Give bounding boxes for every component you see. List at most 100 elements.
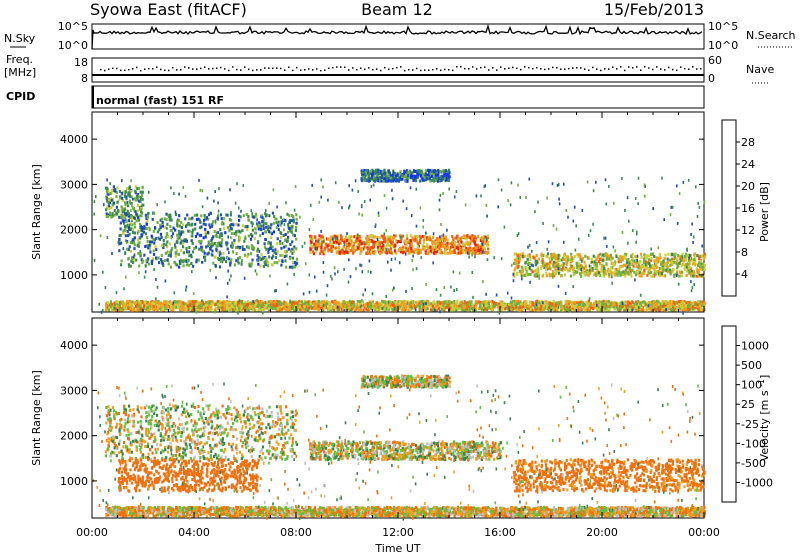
power-cell [427, 303, 430, 307]
power-cell [565, 260, 568, 264]
power-cell [129, 190, 132, 194]
nave-point [496, 69, 498, 71]
power-cell [600, 269, 603, 273]
power-cell [393, 249, 397, 253]
power-cell [249, 237, 253, 241]
power-cell [625, 261, 628, 265]
power-cell [540, 265, 543, 268]
power-cell [435, 248, 438, 252]
power-cell [405, 234, 409, 238]
power-cell [443, 177, 446, 180]
power-cell [364, 179, 367, 183]
nave-point [700, 68, 702, 70]
power-cell [467, 305, 470, 309]
power-cell [247, 218, 250, 222]
power-cell [402, 245, 405, 249]
power-cell [204, 308, 207, 312]
power-cell [701, 254, 704, 258]
nave-point [368, 67, 370, 69]
power-cell [379, 235, 382, 239]
nave-point [608, 68, 610, 70]
power-cell [347, 238, 350, 242]
power-cell [657, 257, 660, 261]
power-cell [130, 304, 133, 308]
power-cell [667, 270, 670, 274]
power-cell [518, 258, 521, 262]
power-cell [221, 301, 224, 305]
power-cell [197, 258, 200, 262]
power-cell [483, 300, 486, 304]
power-cell [367, 177, 371, 181]
power-cell [569, 274, 572, 278]
power-cell [331, 248, 334, 252]
power-cell [262, 218, 265, 222]
power-cell [634, 261, 637, 265]
power-cell [247, 252, 250, 256]
nave-trace [100, 66, 702, 72]
power-cell [537, 257, 540, 261]
power-cell [451, 235, 454, 239]
power-cell [688, 265, 691, 269]
power-cell [230, 258, 233, 262]
power-cell [614, 260, 617, 264]
power-cell [329, 242, 332, 246]
power-cell [554, 306, 557, 310]
power-cell [192, 264, 195, 268]
power-cell [653, 259, 656, 263]
power-cell [542, 253, 545, 257]
power-cell [642, 261, 645, 264]
power-cell [244, 253, 247, 257]
nave-point [612, 66, 614, 68]
power-cell [187, 308, 190, 311]
power-cell [648, 271, 651, 275]
power-cell [448, 168, 451, 172]
power-cell [655, 261, 658, 265]
power-cell [465, 246, 468, 250]
power-cell [139, 301, 142, 305]
power-cell [539, 266, 542, 270]
power-cell [416, 245, 419, 249]
power-cell [163, 217, 166, 221]
nave-point [252, 69, 254, 72]
power-cell [392, 236, 395, 240]
power-cell [295, 237, 298, 241]
power-cell [687, 258, 690, 262]
power-cell [232, 223, 235, 227]
power-cell [228, 218, 231, 222]
power-cell [661, 261, 664, 265]
power-cell [210, 245, 213, 249]
power-cell [312, 300, 315, 304]
power-cell [528, 253, 531, 257]
power-cell [267, 241, 270, 245]
power-cell [380, 174, 383, 178]
power-cell [154, 245, 157, 249]
power-cell [397, 249, 400, 252]
power-cell [260, 253, 263, 257]
power-cell [633, 270, 636, 274]
nave-point [528, 66, 530, 69]
power-cell [320, 244, 323, 248]
power-cell [703, 256, 706, 260]
power-cell [139, 254, 142, 258]
power-cell [266, 214, 269, 217]
power-cell [167, 262, 170, 266]
power-cell [443, 239, 446, 243]
power-cell [275, 217, 278, 221]
power-cell [287, 223, 290, 227]
power-cell [649, 264, 652, 268]
power-cell [311, 306, 314, 310]
power-cell [401, 247, 404, 251]
power-cell [544, 267, 548, 271]
power-cell [389, 249, 392, 253]
power-cell [553, 274, 556, 278]
power-cell [406, 237, 409, 241]
power-cell [275, 221, 278, 225]
power-cell [399, 240, 402, 244]
power-cell [449, 245, 452, 249]
power-cell [136, 215, 140, 219]
power-cell [218, 241, 221, 245]
power-cell [469, 240, 472, 244]
nave-point [308, 68, 310, 70]
power-cell [567, 269, 570, 273]
power-cell [515, 252, 518, 256]
